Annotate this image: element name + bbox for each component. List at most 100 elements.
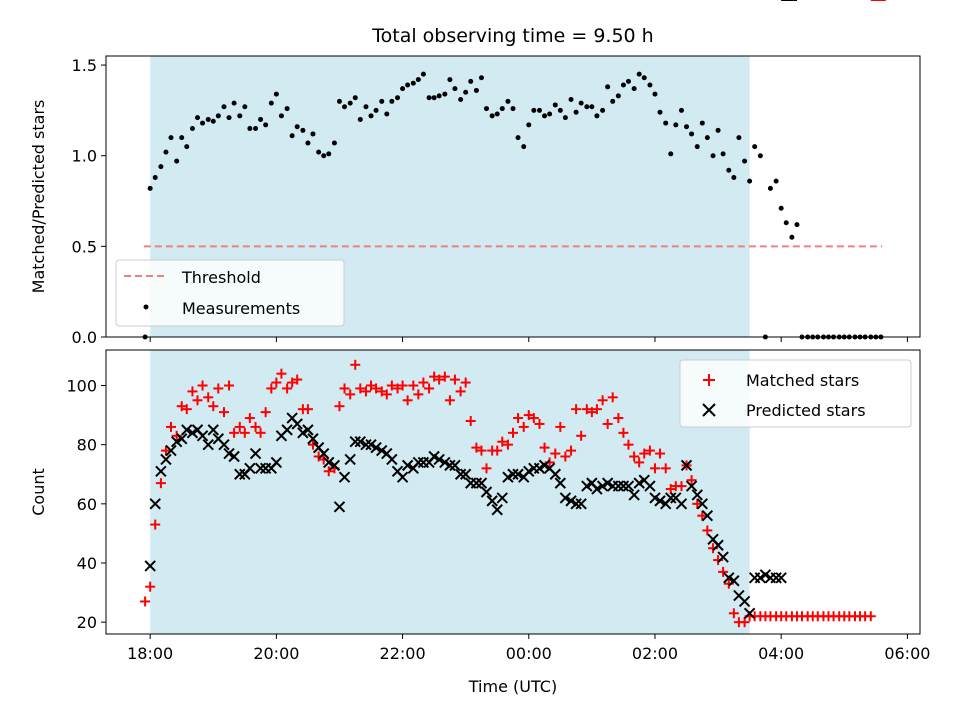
matched-star-point [623, 439, 634, 450]
predicted-star-point [234, 468, 246, 480]
legend-measurements-label: Measurements [182, 299, 300, 318]
matched-star-point [213, 383, 224, 394]
predicted-star-point [165, 444, 177, 457]
measurement-point [431, 95, 437, 101]
matched-star-point [250, 421, 261, 432]
cross-b [291, 418, 303, 430]
cross-b [628, 489, 640, 501]
measurement-point [668, 151, 674, 157]
measurement-point [331, 140, 337, 146]
measurement-point [557, 107, 563, 113]
x-tick-label: 18:00 [127, 644, 173, 663]
measurement-point [699, 120, 705, 126]
measurement-point [263, 122, 269, 128]
measurement-point [168, 135, 174, 141]
x-tick-label: 00:00 [506, 644, 552, 663]
matched-star-point [339, 383, 350, 394]
measurement-point [184, 144, 190, 150]
measurement-point [562, 115, 568, 121]
cross-b [202, 438, 214, 451]
measurement-point [205, 116, 211, 122]
matched-star-point [465, 416, 476, 426]
predicted-star-point [644, 480, 656, 492]
predicted-star-point [728, 575, 740, 587]
measurement-point [742, 158, 748, 164]
matched-star-point [497, 436, 508, 447]
predicted-star-point [244, 462, 256, 475]
cross-b [670, 492, 682, 504]
matched-star-point [402, 395, 413, 406]
cross-b [376, 444, 388, 457]
predicted-star-point [738, 595, 751, 608]
cross-b [160, 453, 172, 466]
matched-star-point [150, 519, 161, 530]
measurement-point [231, 100, 237, 106]
measurement-point [510, 106, 516, 112]
predicted-star-point [228, 450, 240, 463]
cross-b [685, 480, 698, 492]
measurement-point [194, 115, 200, 121]
matched-star-point [665, 484, 676, 495]
cross-b [354, 436, 367, 448]
matched-star-point [449, 374, 460, 385]
predicted-star-point [743, 607, 756, 619]
cross-b [144, 560, 156, 572]
matched-star-point [660, 463, 671, 474]
top-y-axis-label: Matched/Predicted stars [29, 100, 48, 294]
predicted-star-point [680, 459, 693, 472]
measurement-point [342, 104, 348, 110]
predicted-star-point [333, 501, 346, 513]
matched-star-point [539, 442, 550, 453]
matched-star-point [350, 359, 361, 370]
cross-b [770, 572, 782, 584]
cross-b [649, 492, 661, 504]
cross-b [696, 498, 709, 510]
matched-star-point [413, 389, 424, 400]
predicted-star-point [622, 480, 635, 492]
y-tick-label: 0.0 [72, 328, 97, 347]
cross-b [338, 471, 351, 483]
cross-b [586, 477, 598, 489]
measurement-point [242, 104, 248, 110]
cross-b [538, 459, 551, 472]
matched-star-point [476, 445, 487, 456]
measurement-point [294, 124, 300, 130]
measurement-point [757, 153, 763, 159]
measurement-point [726, 167, 732, 173]
matched-star-point [260, 407, 271, 418]
predicted-star-point [302, 424, 314, 436]
predicted-star-point [444, 459, 456, 472]
measurement-point [494, 111, 500, 117]
bottom-y-ticks: 20 40 60 80 100 [66, 377, 106, 632]
measurement-point [357, 116, 363, 122]
measurement-point [174, 158, 180, 164]
measurement-point [247, 126, 253, 132]
matched-star-point [518, 421, 529, 432]
measurement-point [478, 75, 484, 81]
bottom-legend: Matched stars Predicted stars [679, 359, 912, 428]
matched-star-point [702, 525, 713, 536]
measurement-point [373, 107, 379, 113]
predicted-star-point [370, 441, 382, 454]
y-tick-label: 40 [77, 554, 97, 573]
measurement-point [368, 113, 374, 119]
predicted-star-point [475, 477, 488, 489]
matched-star-point [686, 475, 697, 486]
predicted-star-point [386, 453, 398, 466]
matched-star-point [224, 380, 235, 391]
measurement-point [284, 106, 290, 112]
matched-star-point [560, 451, 571, 462]
measurement-point [458, 97, 464, 103]
measurement-point [489, 113, 495, 119]
measurement-point [258, 116, 264, 122]
measurement-point [253, 126, 259, 132]
cross-b [317, 447, 330, 460]
cross-b [491, 504, 503, 516]
matched-star-point [444, 395, 455, 406]
cross-b [234, 468, 246, 480]
measurement-point [783, 220, 789, 226]
matched-star-point [439, 371, 450, 382]
matched-star-point [523, 410, 534, 421]
predicted-star-point [281, 424, 293, 436]
measurement-point [352, 95, 358, 101]
